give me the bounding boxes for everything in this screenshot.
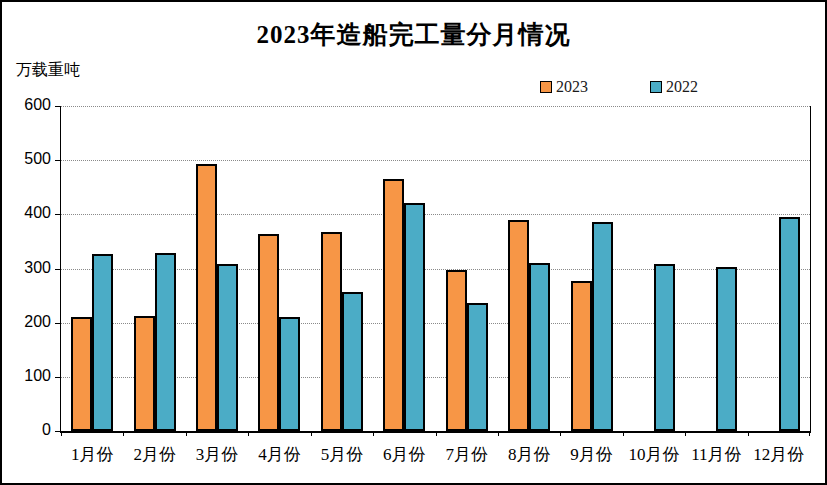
x-axis-tick-mark xyxy=(623,431,624,436)
x-axis-tick-mark xyxy=(809,431,810,436)
y-axis-tick-mark xyxy=(55,431,60,432)
y-axis-tick-mark xyxy=(55,160,60,161)
x-axis-tick-mark xyxy=(685,431,686,436)
legend-item-2023: 2023 xyxy=(540,79,588,95)
chart-title: 2023年造船完工量分月情况 xyxy=(2,18,825,51)
bar-2022-8月份 xyxy=(529,263,550,431)
y-axis-tick-label-200: 200 xyxy=(7,313,51,331)
bar-2022-7月份 xyxy=(467,303,488,431)
legend-swatch-2023 xyxy=(540,81,552,93)
bar-2022-10月份 xyxy=(654,264,675,431)
bar-2023-8月份 xyxy=(508,220,529,431)
bar-2022-11月份 xyxy=(716,267,737,431)
bar-2022-1月份 xyxy=(92,254,113,431)
x-axis-tick-mark xyxy=(498,431,499,436)
x-axis-tick-mark xyxy=(248,431,249,436)
x-axis-tick-mark xyxy=(311,431,312,436)
bar-2023-4月份 xyxy=(258,234,279,431)
x-axis-tick-mark xyxy=(436,431,437,436)
bar-2023-5月份 xyxy=(321,232,342,431)
y-axis-tick-label-300: 300 xyxy=(7,259,51,277)
bar-2022-12月份 xyxy=(779,217,800,432)
chart-window: 2023年造船完工量分月情况 万载重吨 20232022 01002003004… xyxy=(0,0,827,485)
bar-2023-6月份 xyxy=(383,179,404,431)
x-axis-label-12月份: 12月份 xyxy=(739,443,819,466)
x-axis-tick-mark xyxy=(748,431,749,436)
legend-swatch-2022 xyxy=(650,81,662,93)
y-axis-unit-label: 万载重吨 xyxy=(16,60,80,81)
bar-2022-5月份 xyxy=(342,292,363,431)
bar-2023-1月份 xyxy=(71,317,92,431)
gridline-400 xyxy=(61,214,810,215)
bar-2023-2月份 xyxy=(134,316,155,431)
bar-2022-3月份 xyxy=(217,264,238,431)
x-axis-tick-mark xyxy=(186,431,187,436)
legend-label-2022: 2022 xyxy=(666,79,698,95)
y-axis-tick-label-100: 100 xyxy=(7,367,51,385)
y-axis-tick-label-500: 500 xyxy=(7,150,51,168)
y-axis-tick-label-400: 400 xyxy=(7,204,51,222)
y-axis-tick-label-0: 0 xyxy=(7,421,51,439)
legend-label-2023: 2023 xyxy=(556,79,588,95)
gridline-500 xyxy=(61,160,810,161)
bar-2023-3月份 xyxy=(196,164,217,431)
y-axis-tick-mark xyxy=(55,106,60,107)
y-axis-tick-mark xyxy=(55,214,60,215)
y-axis-tick-mark xyxy=(55,377,60,378)
x-axis-tick-mark xyxy=(61,431,62,436)
y-axis-tick-mark xyxy=(55,323,60,324)
bar-2023-9月份 xyxy=(571,281,592,431)
y-axis-tick-mark xyxy=(55,269,60,270)
gridline-600 xyxy=(61,106,810,107)
bar-2022-6月份 xyxy=(404,203,425,431)
legend: 2023 2022 xyxy=(540,79,698,95)
x-axis-tick-mark xyxy=(373,431,374,436)
x-axis-tick-mark xyxy=(123,431,124,436)
bar-2022-9月份 xyxy=(592,222,613,431)
bar-2023-7月份 xyxy=(446,270,467,431)
legend-item-2022: 2022 xyxy=(650,79,698,95)
y-axis-tick-label-600: 600 xyxy=(7,96,51,114)
bar-2022-2月份 xyxy=(155,253,176,431)
x-axis-tick-mark xyxy=(560,431,561,436)
bar-2022-4月份 xyxy=(279,317,300,431)
plot-area: 01002003004005006001月份2月份3月份4月份5月份6月份7月份… xyxy=(60,106,811,433)
